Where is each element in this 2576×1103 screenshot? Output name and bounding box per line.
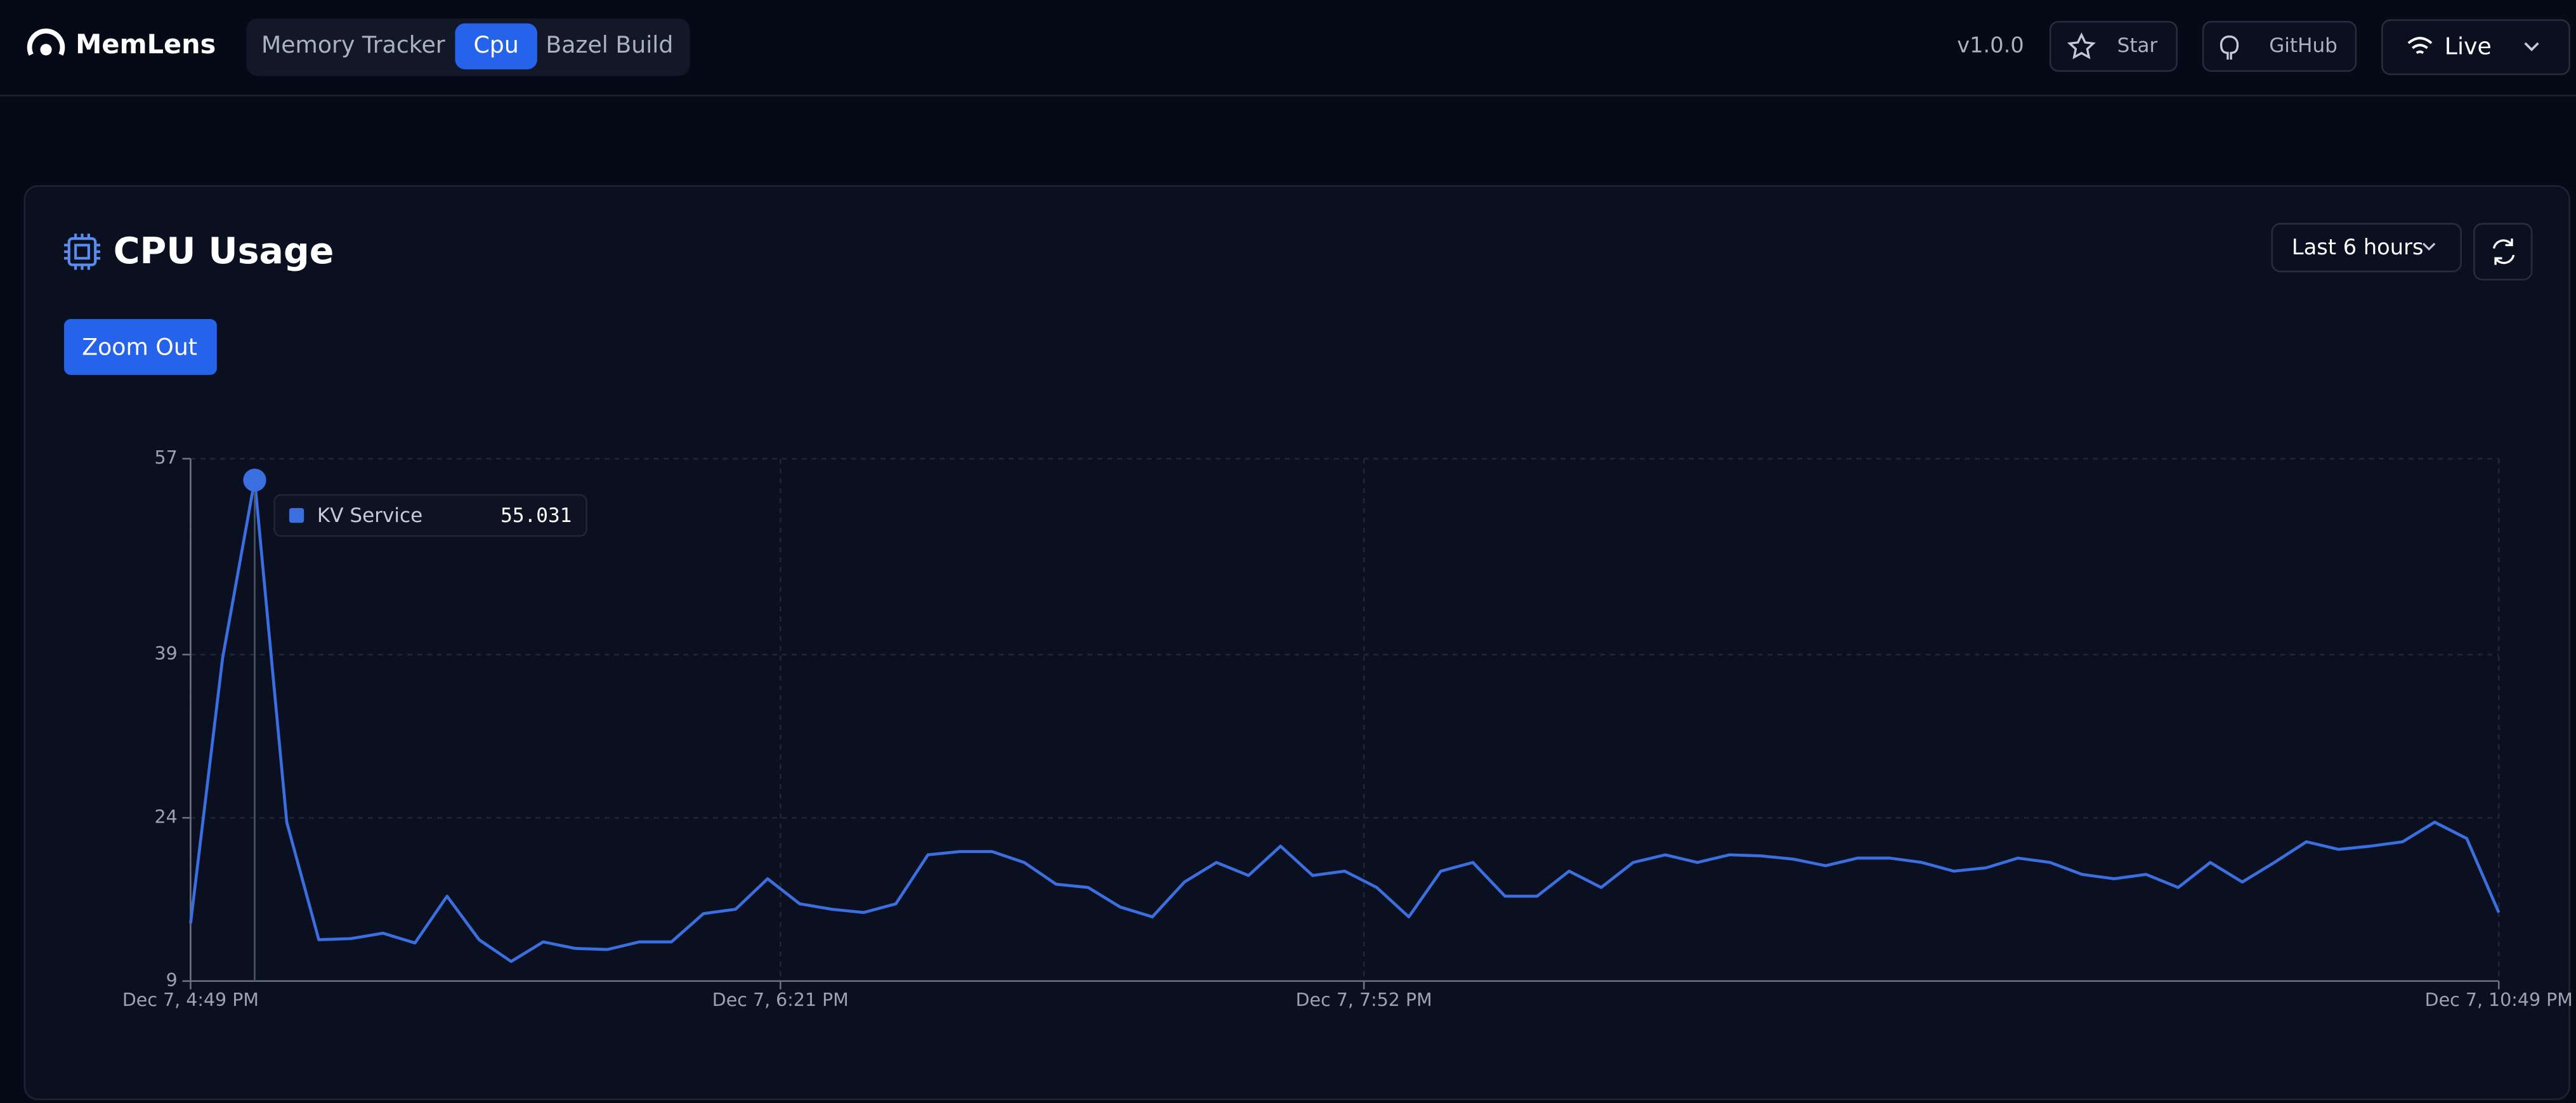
star-button[interactable]: Star [2049,20,2178,72]
tooltip-swatch [289,507,304,523]
logo-text: MemLens [75,29,216,60]
star-label: Star [2117,34,2158,57]
tooltip [273,493,587,537]
tooltip-value: 55.031 [500,504,572,527]
x-tick-label: Dec 7, 7:52 PM [1296,989,1432,1010]
cpu-icon [64,233,100,270]
tab[interactable]: Memory Tracker [261,31,445,58]
version: v1.0.0 [1957,33,2024,58]
x-tick-label: Dec 7, 10:49 PM [2425,989,2573,1010]
zoom-out-label: Zoom Out [82,334,197,361]
github-label: GitHub [2269,34,2337,57]
hover-point [243,468,266,492]
live-label: Live [2445,33,2492,60]
y-tick-label: 57 [154,447,177,468]
github-button[interactable]: GitHub [2202,20,2357,72]
refresh-button[interactable] [2473,223,2533,281]
zoom-out-button[interactable]: Zoom Out [64,319,217,375]
panel-title: CPU Usage [114,230,334,272]
tab-active-bg [455,23,537,70]
y-tick-label: 9 [166,970,178,991]
live-dropdown[interactable]: Live [2381,19,2570,75]
tooltip-name: KV Service [317,504,422,527]
range-dropdown[interactable]: Last 6 hours [2271,223,2462,273]
x-tick-label: Dec 7, 4:49 PM [122,989,259,1010]
y-tick-label: 39 [154,643,177,664]
y-tick-label: 24 [154,806,177,827]
logo: MemLens [27,29,216,60]
range-label: Last 6 hours [2292,235,2424,259]
series-line [189,478,2501,963]
panel [23,185,2570,1100]
tab[interactable]: Bazel Build [546,31,673,58]
tab[interactable]: Cpu [474,31,519,58]
plot: 9 24 39 57 Dec 7, 4:49 PM Dec 7, 6:21 PM Dec 7… [122,447,2573,1010]
x-tick-label: Dec 7, 6:21 PM [712,989,849,1010]
